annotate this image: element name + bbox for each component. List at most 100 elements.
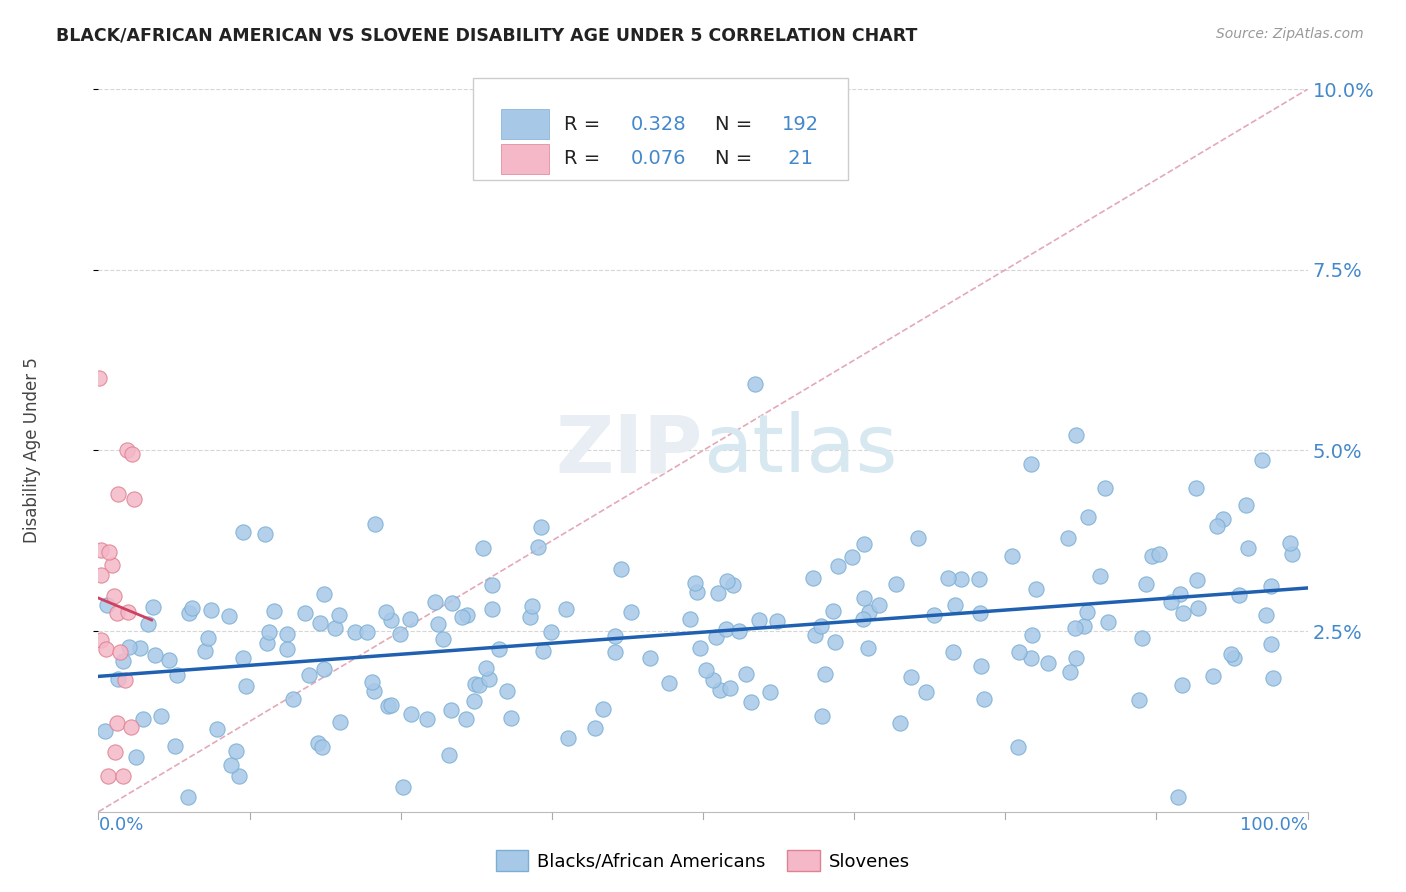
Blacks/African Americans xyxy=(1076,510,1098,524)
Blacks/African Americans xyxy=(1097,615,1119,630)
Blacks/African Americans xyxy=(328,608,350,623)
Blacks/African Americans xyxy=(276,641,298,656)
Slovenes xyxy=(115,443,138,458)
Blacks/African Americans xyxy=(475,661,498,675)
Blacks/African Americans xyxy=(679,612,702,626)
Blacks/African Americans xyxy=(969,659,991,673)
Blacks/African Americans xyxy=(166,668,188,682)
Blacks/African Americans xyxy=(225,744,247,758)
Blacks/African Americans xyxy=(432,632,454,646)
Slovenes xyxy=(89,371,111,385)
Blacks/African Americans xyxy=(364,516,387,531)
Slovenes xyxy=(103,590,125,604)
Slovenes xyxy=(97,769,120,783)
Blacks/African Americans xyxy=(530,519,553,533)
Blacks/African Americans xyxy=(142,600,165,615)
Blacks/African Americans xyxy=(377,698,399,713)
Blacks/African Americans xyxy=(307,736,329,750)
Blacks/African Americans xyxy=(1094,481,1116,495)
Slovenes xyxy=(90,632,112,647)
Blacks/African Americans xyxy=(221,758,243,772)
Blacks/African Americans xyxy=(889,715,911,730)
Blacks/African Americans xyxy=(638,651,661,665)
Blacks/African Americans xyxy=(440,596,463,610)
Blacks/African Americans xyxy=(165,739,187,754)
Blacks/African Americans xyxy=(388,626,411,640)
Blacks/African Americans xyxy=(824,635,846,649)
Blacks/African Americans xyxy=(132,712,155,726)
Slovenes xyxy=(117,605,139,619)
Blacks/African Americans xyxy=(520,599,543,613)
Blacks/African Americans xyxy=(735,666,758,681)
Blacks/African Americans xyxy=(1173,607,1195,621)
Text: N =: N = xyxy=(716,115,759,134)
Blacks/African Americans xyxy=(425,595,447,609)
Text: Source: ZipAtlas.com: Source: ZipAtlas.com xyxy=(1216,27,1364,41)
Blacks/African Americans xyxy=(401,707,423,722)
Slovenes xyxy=(105,715,128,730)
Blacks/African Americans xyxy=(814,666,837,681)
Blacks/African Americans xyxy=(136,617,159,632)
Blacks/African Americans xyxy=(1019,651,1042,665)
Blacks/African Americans xyxy=(519,610,541,624)
Blacks/African Americans xyxy=(399,612,422,626)
Blacks/African Americans xyxy=(709,683,731,698)
Blacks/African Americans xyxy=(609,562,631,576)
Blacks/African Americans xyxy=(949,572,972,586)
Blacks/African Americans xyxy=(973,691,995,706)
Blacks/African Americans xyxy=(868,598,890,612)
Slovenes xyxy=(122,491,145,506)
Blacks/African Americans xyxy=(706,586,728,600)
Blacks/African Americans xyxy=(685,576,707,591)
Blacks/African Americans xyxy=(488,641,510,656)
Blacks/African Americans xyxy=(821,604,844,618)
Slovenes xyxy=(105,606,128,620)
Blacks/African Americans xyxy=(157,653,180,667)
Blacks/African Americans xyxy=(1220,647,1243,661)
Blacks/African Americans xyxy=(1212,511,1234,525)
Blacks/African Americans xyxy=(180,600,202,615)
Blacks/African Americans xyxy=(922,608,945,623)
Text: R =: R = xyxy=(564,150,606,169)
Blacks/African Americans xyxy=(374,606,396,620)
Blacks/African Americans xyxy=(914,685,936,699)
Slovenes xyxy=(104,745,127,759)
Blacks/African Americans xyxy=(495,684,517,698)
Blacks/African Americans xyxy=(1135,577,1157,591)
Blacks/African Americans xyxy=(96,599,118,613)
Blacks/African Americans xyxy=(856,641,879,656)
Blacks/African Americans xyxy=(689,641,711,656)
Text: atlas: atlas xyxy=(703,411,897,490)
Blacks/African Americans xyxy=(1090,569,1112,583)
Blacks/African Americans xyxy=(531,644,554,658)
Blacks/African Americans xyxy=(1008,645,1031,659)
Blacks/African Americans xyxy=(356,625,378,640)
Blacks/African Americans xyxy=(810,619,832,633)
Blacks/African Americans xyxy=(194,644,217,658)
Blacks/African Americans xyxy=(232,651,254,665)
Blacks/African Americans xyxy=(232,524,254,539)
Blacks/African Americans xyxy=(727,624,749,638)
Blacks/African Americans xyxy=(312,662,335,676)
Blacks/African Americans xyxy=(481,578,503,592)
Blacks/African Americans xyxy=(1170,587,1192,601)
Blacks/African Americans xyxy=(1171,678,1194,692)
Blacks/African Americans xyxy=(1064,650,1087,665)
Blacks/African Americans xyxy=(1223,650,1246,665)
Blacks/African Americans xyxy=(841,549,863,564)
Text: N =: N = xyxy=(716,150,759,169)
Slovenes xyxy=(90,567,112,582)
Blacks/African Americans xyxy=(555,602,578,616)
Blacks/African Americans xyxy=(94,724,117,739)
Blacks/African Americans xyxy=(463,694,485,708)
Blacks/African Americans xyxy=(1128,693,1150,707)
Blacks/African Americans xyxy=(467,678,489,692)
Blacks/African Americans xyxy=(704,630,727,644)
Blacks/African Americans xyxy=(1019,457,1042,471)
Blacks/African Americans xyxy=(380,698,402,712)
Legend: Blacks/African Americans, Slovenes: Blacks/African Americans, Slovenes xyxy=(489,843,917,879)
Slovenes xyxy=(101,558,124,572)
Blacks/African Americans xyxy=(1205,519,1227,533)
Blacks/African Americans xyxy=(235,679,257,693)
Blacks/African Americans xyxy=(361,675,384,690)
